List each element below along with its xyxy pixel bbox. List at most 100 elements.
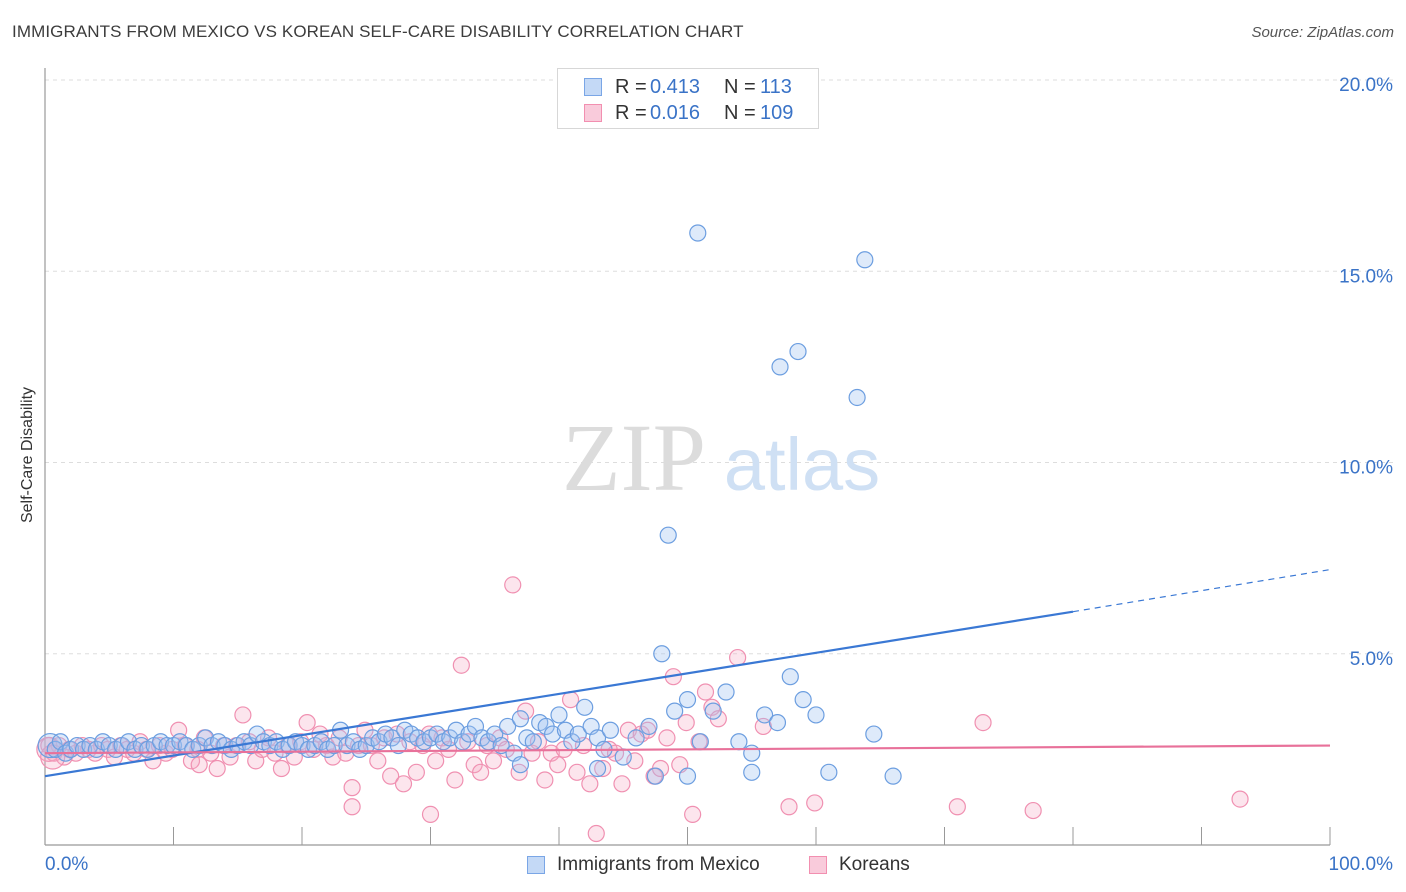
series-koreans-points <box>36 576 1249 843</box>
point-mexico <box>653 645 671 663</box>
legend-swatch-koreans <box>809 856 827 874</box>
point-mexico <box>389 736 407 755</box>
point-mexico <box>614 748 632 766</box>
grid-lines <box>45 79 1395 655</box>
point-koreans <box>594 759 612 778</box>
point-koreans <box>343 779 361 797</box>
stats-n-label: N = <box>724 75 756 98</box>
trend-lines <box>44 569 1331 778</box>
y-tick-label: 20.0% <box>1339 75 1393 96</box>
stats-r-value: 0.413 <box>650 75 701 98</box>
stats-n-value: 109 <box>760 101 794 124</box>
point-koreans <box>382 767 400 785</box>
point-koreans <box>780 798 798 816</box>
point-mexico <box>678 691 697 709</box>
legend-swatch-mexico <box>527 856 545 874</box>
point-mexico <box>646 767 664 785</box>
point-koreans <box>684 805 702 824</box>
watermark-atlas: atlas <box>724 423 880 506</box>
point-koreans <box>948 798 966 816</box>
watermark: ZIP atlas <box>562 404 880 511</box>
trend-line-koreans <box>44 744 1331 755</box>
legend-label-koreans: Koreans <box>839 854 910 875</box>
legend-item-mexico[interactable]: Immigrants from Mexico <box>527 852 760 878</box>
point-mexico <box>691 733 709 751</box>
point-koreans <box>369 752 387 770</box>
point-mexico <box>717 683 735 701</box>
point-mexico <box>499 717 517 736</box>
point-koreans <box>696 683 715 701</box>
point-mexico <box>325 736 343 755</box>
point-mexico <box>781 668 799 686</box>
point-mexico <box>689 224 707 242</box>
point-koreans <box>472 763 490 781</box>
point-mexico <box>601 721 620 739</box>
point-mexico <box>771 358 789 376</box>
point-koreans <box>658 729 676 747</box>
stats-n-value: 113 <box>760 75 792 98</box>
point-koreans <box>407 763 425 781</box>
point-koreans <box>427 752 445 770</box>
stats-r-label: R = <box>615 75 647 98</box>
point-koreans <box>974 713 992 732</box>
point-mexico <box>704 702 722 720</box>
point-koreans <box>1231 790 1249 808</box>
point-mexico <box>666 702 684 720</box>
point-koreans <box>343 798 361 816</box>
point-mexico <box>848 388 866 407</box>
point-koreans <box>504 576 522 594</box>
stats-box: R = 0.413 N = 113 R = 0.016 N = 109 <box>557 68 819 129</box>
point-mexico <box>768 713 787 732</box>
chart-title: IMMIGRANTS FROM MEXICO VS KOREAN SELF-CA… <box>12 22 744 41</box>
point-mexico <box>856 251 874 269</box>
point-koreans <box>806 794 824 812</box>
y-tick-label: 10.0% <box>1339 458 1393 479</box>
point-mexico <box>511 710 530 728</box>
tick-labels: 5.0% 10.0% 15.0% 20.0% 0.0% 100.0% <box>45 75 1393 875</box>
legend-item-koreans[interactable]: Koreans <box>809 852 910 878</box>
point-mexico <box>543 725 562 743</box>
point-koreans <box>677 713 695 732</box>
point-mexico <box>820 763 838 781</box>
point-koreans <box>549 756 567 774</box>
point-mexico <box>865 725 883 743</box>
point-mexico <box>743 744 761 762</box>
point-koreans <box>446 771 464 789</box>
point-koreans <box>234 706 252 724</box>
stats-swatch-mexico <box>584 78 602 96</box>
chart-source: Source: ZipAtlas.com <box>1251 24 1394 41</box>
point-mexico <box>576 698 594 716</box>
point-koreans <box>484 752 503 770</box>
point-koreans <box>394 775 413 793</box>
point-mexico <box>789 342 807 361</box>
point-mexico <box>627 729 645 747</box>
point-mexico <box>730 733 748 751</box>
point-mexico <box>794 691 812 709</box>
point-mexico <box>524 733 542 751</box>
x-tick-label-start: 0.0% <box>45 854 88 875</box>
point-koreans <box>587 824 605 843</box>
x-tick-label-end: 100.0% <box>1329 854 1394 875</box>
point-koreans <box>208 759 226 778</box>
trend-line-mexico-extension <box>1072 569 1331 613</box>
stats-r-value: 0.016 <box>650 101 701 124</box>
point-koreans <box>613 775 631 793</box>
y-tick-label: 5.0% <box>1350 649 1393 670</box>
axes <box>44 68 1331 846</box>
point-mexico <box>755 706 774 724</box>
point-mexico <box>588 759 607 778</box>
legend: Immigrants from Mexico Koreans <box>0 852 1406 878</box>
legend-label-mexico: Immigrants from Mexico <box>557 854 760 875</box>
point-koreans <box>190 756 208 774</box>
point-koreans <box>581 775 599 793</box>
point-mexico <box>884 767 902 785</box>
point-mexico <box>550 706 568 724</box>
watermark-zip: ZIP <box>562 404 706 511</box>
trend-line-mexico <box>44 610 1074 778</box>
y-tick-label: 15.0% <box>1339 266 1393 287</box>
point-mexico <box>743 763 761 781</box>
point-koreans <box>272 759 291 778</box>
point-mexico <box>569 725 587 743</box>
point-mexico <box>678 767 697 785</box>
